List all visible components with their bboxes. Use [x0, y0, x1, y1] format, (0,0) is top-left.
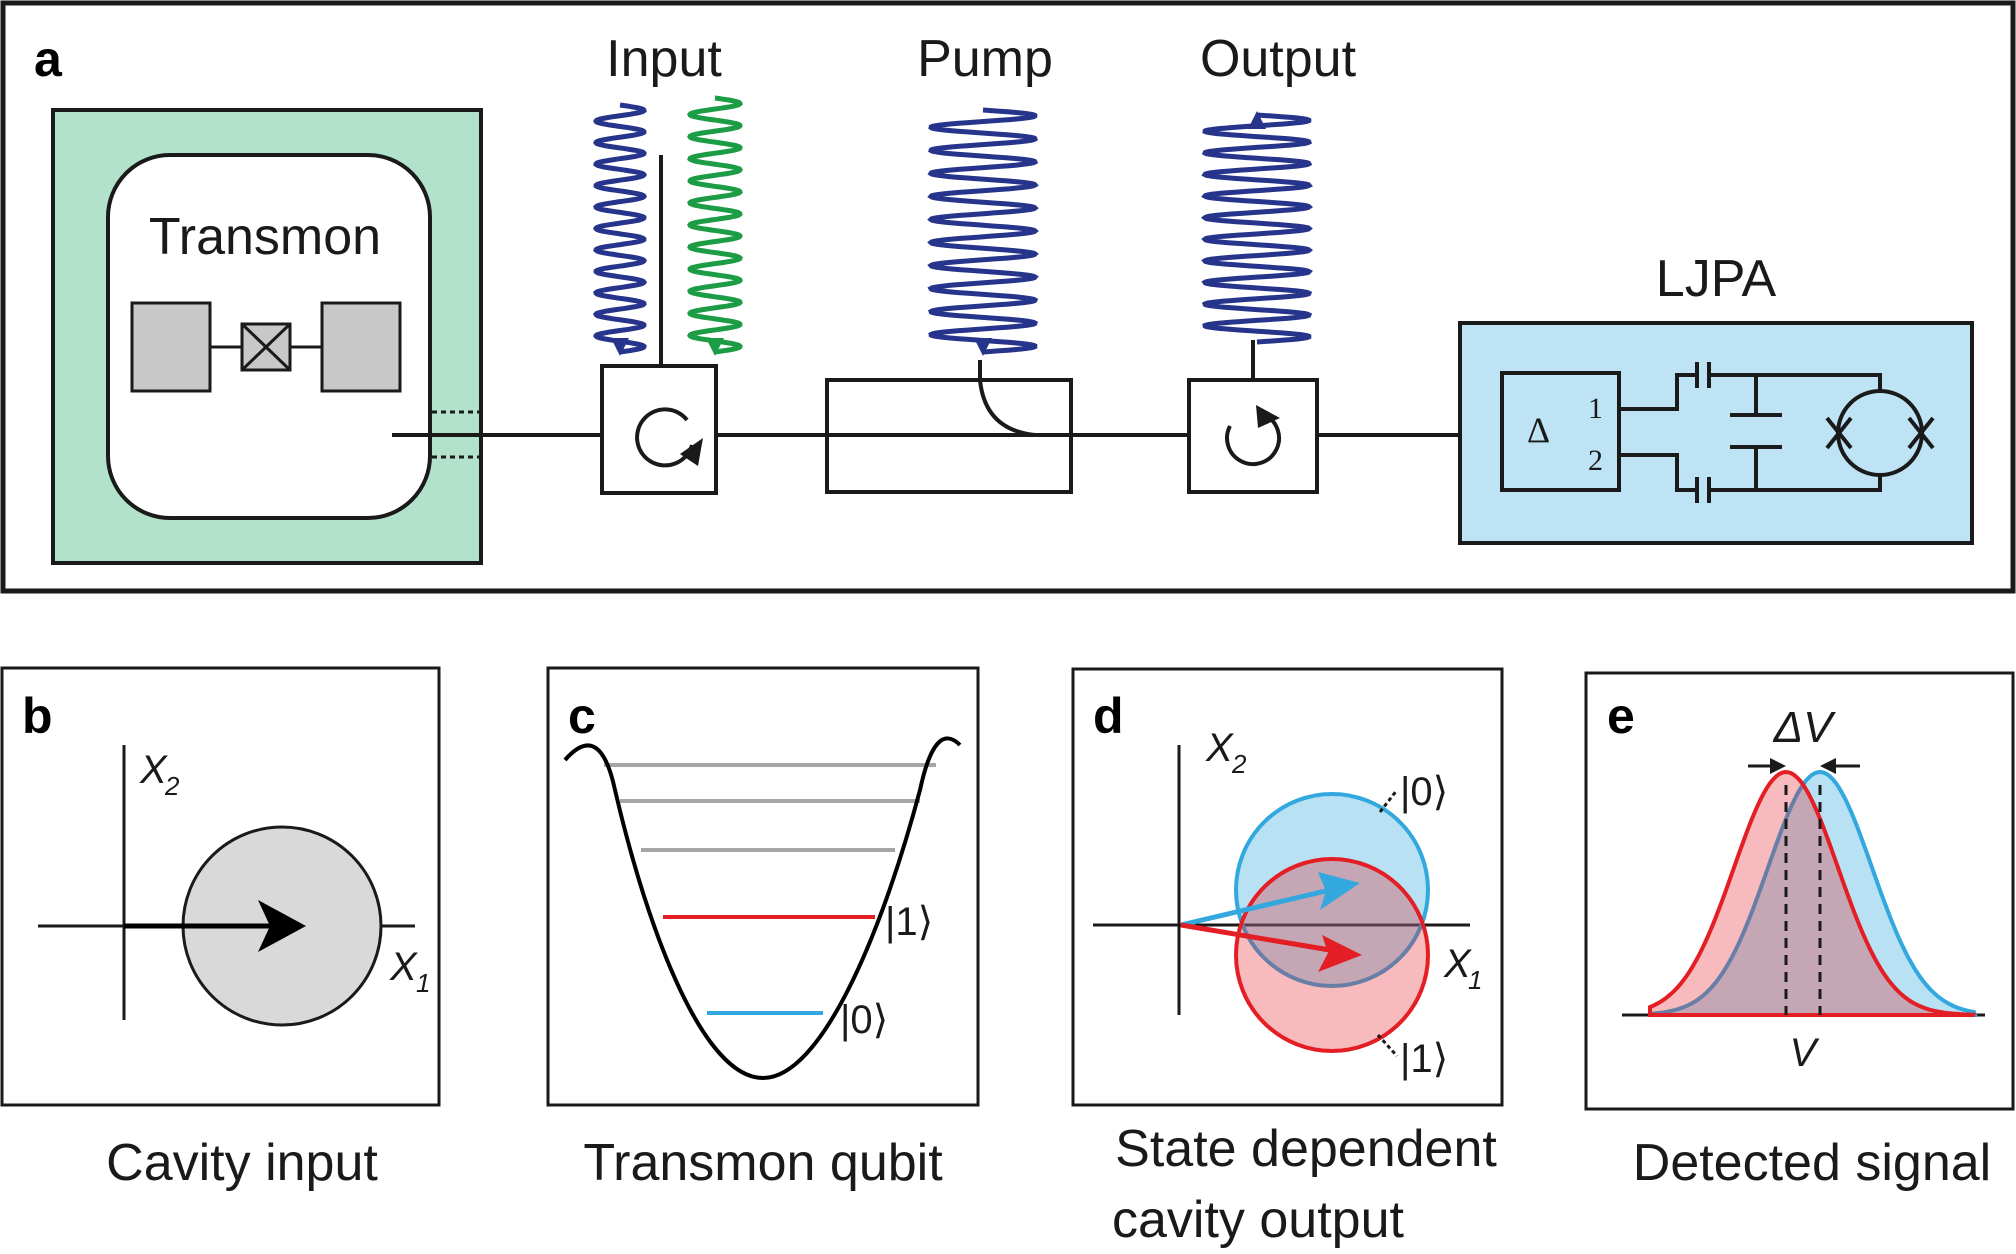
directional-coupler [825, 360, 1073, 494]
output-wave-arrowhead [1248, 111, 1266, 129]
cosine-potential [563, 736, 962, 1081]
input-wave-blue [592, 102, 648, 355]
panel-a-frame [0, 0, 2016, 594]
hybrid-port-2: 2 [1588, 444, 1603, 477]
v-label: V [1790, 1031, 1820, 1075]
panel-e-letter: e [1607, 688, 1635, 744]
panel-b-frame [0, 666, 441, 1107]
b-y-axis-sub: 2 [164, 771, 180, 801]
d-ket-0: |0⟩ [1400, 770, 1448, 814]
c-ket-0: |0⟩ [840, 998, 888, 1042]
panel-e: e ΔV V Detected signal [1584, 671, 2015, 1192]
b-caption: Cavity input [106, 1134, 378, 1192]
panel-b-letter: b [22, 688, 53, 744]
b-x-axis-label: X [389, 945, 418, 989]
transmon-circuit [130, 301, 402, 393]
b-x-axis-sub: 1 [416, 968, 430, 998]
panel-b: b X 2 X 1 Cavity input [0, 666, 441, 1192]
output-label: Output [1200, 30, 1357, 88]
transmon-label: Transmon [149, 208, 381, 266]
input-wave-green [686, 95, 743, 355]
input-label: Input [606, 30, 722, 88]
hybrid-port-1: 1 [1588, 392, 1603, 425]
state0-arrow-icon [1318, 872, 1360, 910]
delta-v-label: ΔV [1773, 703, 1837, 752]
circulator-arrow-icon [1225, 413, 1281, 467]
pump-wave [927, 107, 1039, 355]
delta-arrow-right-icon [1820, 758, 1836, 774]
c-caption: Transmon qubit [583, 1134, 943, 1192]
panel-c: c |1⟩ |0⟩ Transmon qubit [546, 666, 980, 1192]
transmon-pad-left [130, 301, 212, 393]
state1-arrow-icon [1318, 935, 1362, 972]
delta-arrow-left-icon [1770, 758, 1786, 774]
d-caption-line2: cavity output [1112, 1191, 1404, 1249]
d-x-axis-sub: 1 [1468, 965, 1482, 995]
d-y-axis-sub: 2 [1231, 749, 1247, 779]
panel-c-frame [546, 666, 980, 1107]
d-caption-line1: State dependent [1115, 1120, 1497, 1178]
signal-waves [592, 95, 1314, 356]
panel-a-letter: a [34, 31, 63, 87]
panel-d-frame [1071, 667, 1504, 1107]
panel-a: a Transmon [0, 0, 2016, 594]
panel-c-letter: c [568, 688, 596, 744]
d-x-axis-label: X [1443, 942, 1472, 986]
phase-arrow-icon [258, 900, 306, 952]
panel-d: d X 2 X 1 |0⟩ |1⟩ State dependent cavity… [1071, 667, 1504, 1249]
hybrid-delta-symbol: Δ [1527, 410, 1550, 450]
pump-label: Pump [917, 30, 1053, 88]
e-caption: Detected signal [1633, 1134, 1991, 1192]
input-wave-green-arrowhead [706, 338, 724, 356]
ljpa-label: LJPA [1656, 250, 1777, 308]
output-wave [1200, 112, 1314, 345]
d-ket-1: |1⟩ [1400, 1037, 1448, 1081]
transmon-pad-right [320, 301, 402, 393]
panel-e-frame [1584, 671, 2015, 1111]
output-circulator [1187, 340, 1319, 494]
d-y-axis-label: X [1205, 726, 1234, 770]
panel-d-letter: d [1093, 688, 1124, 744]
state0-distribution [1648, 769, 1978, 1017]
pump-wave-arrowhead [974, 338, 992, 356]
c-ket-1: |1⟩ [885, 900, 933, 944]
b-y-axis-label: X [139, 748, 168, 792]
input-wave-blue-arrowhead [611, 338, 629, 356]
state1-distribution [1648, 769, 1976, 1017]
ljpa-circuit [1500, 362, 1935, 503]
circulator-arrow-icon [635, 407, 694, 468]
input-circulator [600, 155, 718, 495]
